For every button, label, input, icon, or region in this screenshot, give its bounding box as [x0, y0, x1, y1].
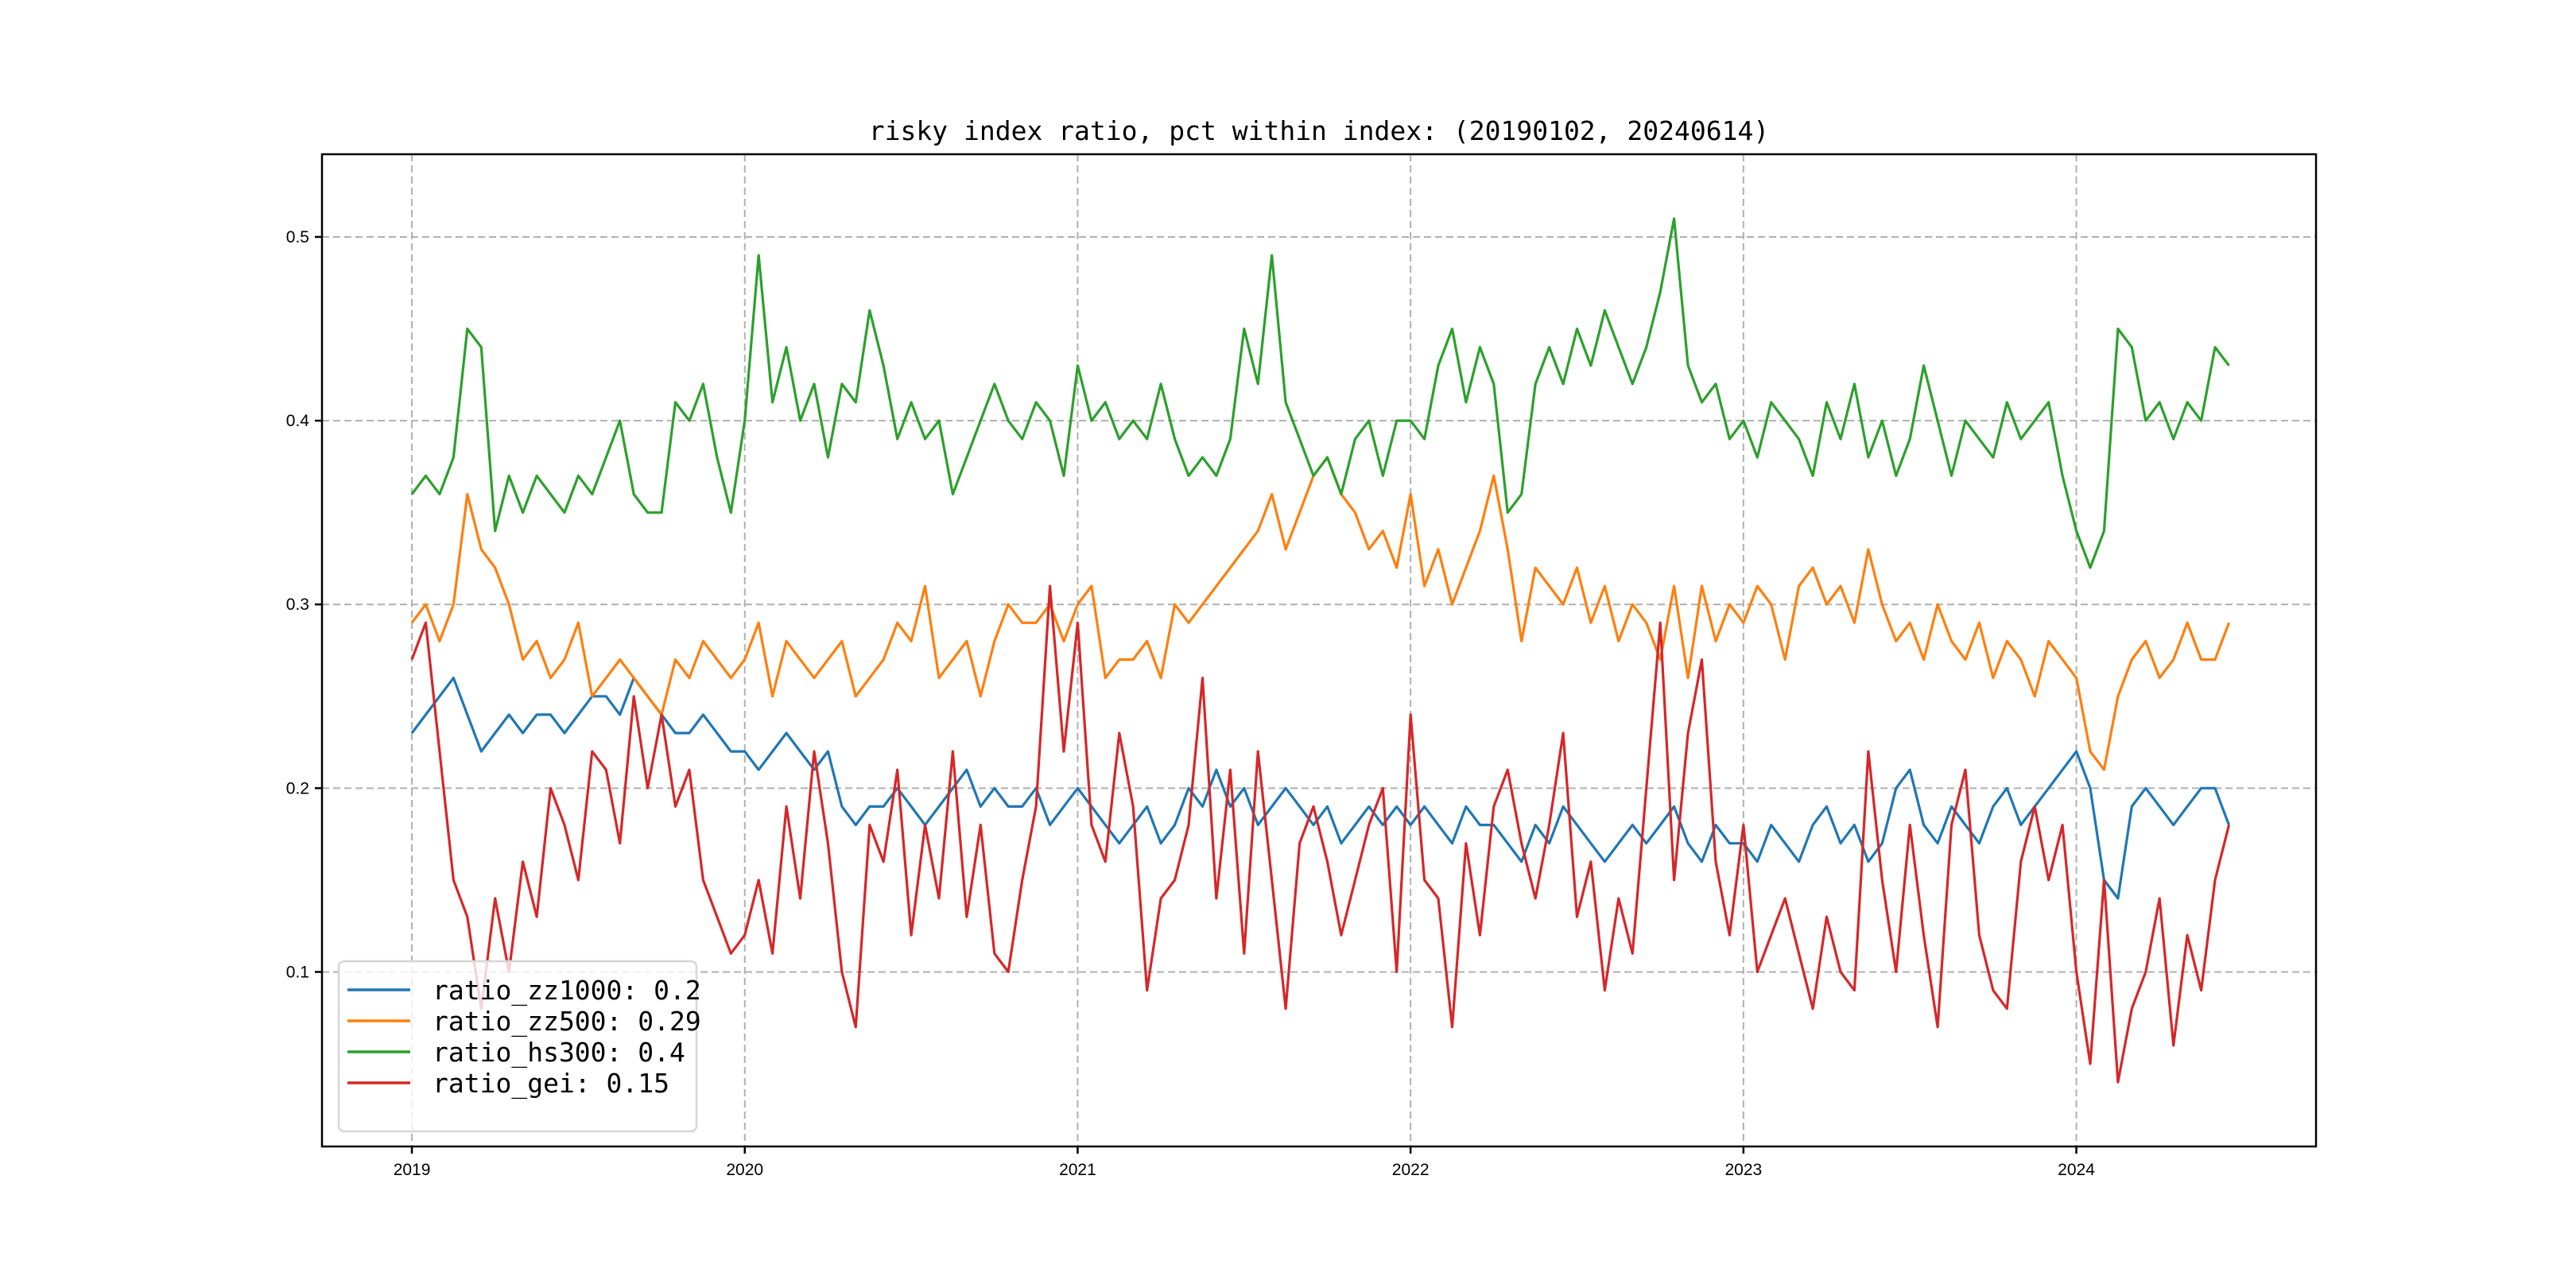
legend-label-zz1000: ratio_zz1000: 0.2	[433, 975, 701, 1007]
legend-label-zz500: ratio_zz500: 0.29	[433, 1006, 701, 1038]
legend-item-hs300: ratio_hs300: 0.4	[347, 1037, 685, 1069]
series-line-ratio-hs300	[410, 217, 2230, 569]
legend-box	[337, 960, 698, 1133]
x-tick-label: 2024	[2058, 1161, 2095, 1179]
chart-title: risky index ratio, pct within index: (20…	[869, 115, 1769, 146]
legend-label-gei: ratio_gei: 0.15	[433, 1068, 669, 1100]
x-tick-label: 2020	[726, 1161, 763, 1179]
series-lines	[410, 217, 2231, 1084]
x-tick-label: 2019	[394, 1161, 431, 1179]
y-tick-label: 0.4	[286, 412, 310, 430]
y-tick-label: 0.5	[286, 228, 309, 246]
plot-frame	[320, 153, 2318, 1148]
y-tick-label: 0.2	[286, 779, 309, 797]
legend: ratio_zz1000: 0.2 ratio_zz500: 0.29 rati…	[337, 960, 701, 1133]
x-tick-label: 2021	[1059, 1161, 1096, 1179]
y-tick-label: 0.1	[286, 963, 309, 981]
legend-item-zz500: ratio_zz500: 0.29	[347, 1006, 701, 1038]
x-tick-label: 2023	[1724, 1161, 1762, 1179]
x-tick-label: 2022	[1392, 1161, 1430, 1179]
legend-item-zz1000: ratio_zz1000: 0.2	[347, 975, 701, 1007]
series-line-ratio-zz1000	[410, 677, 2230, 900]
y-tick-label: 0.3	[286, 596, 309, 614]
legend-item-gei: ratio_gei: 0.15	[347, 1068, 669, 1100]
axis-ticks: 2019 2020 2021 2022 2023 2024 0.1 0.2 0.3 0.4 0.5	[286, 228, 2095, 1179]
grid	[322, 154, 2316, 1146]
series-line-ratio-gei	[410, 584, 2231, 1084]
legend-label-hs300: ratio_hs300: 0.4	[433, 1037, 685, 1069]
